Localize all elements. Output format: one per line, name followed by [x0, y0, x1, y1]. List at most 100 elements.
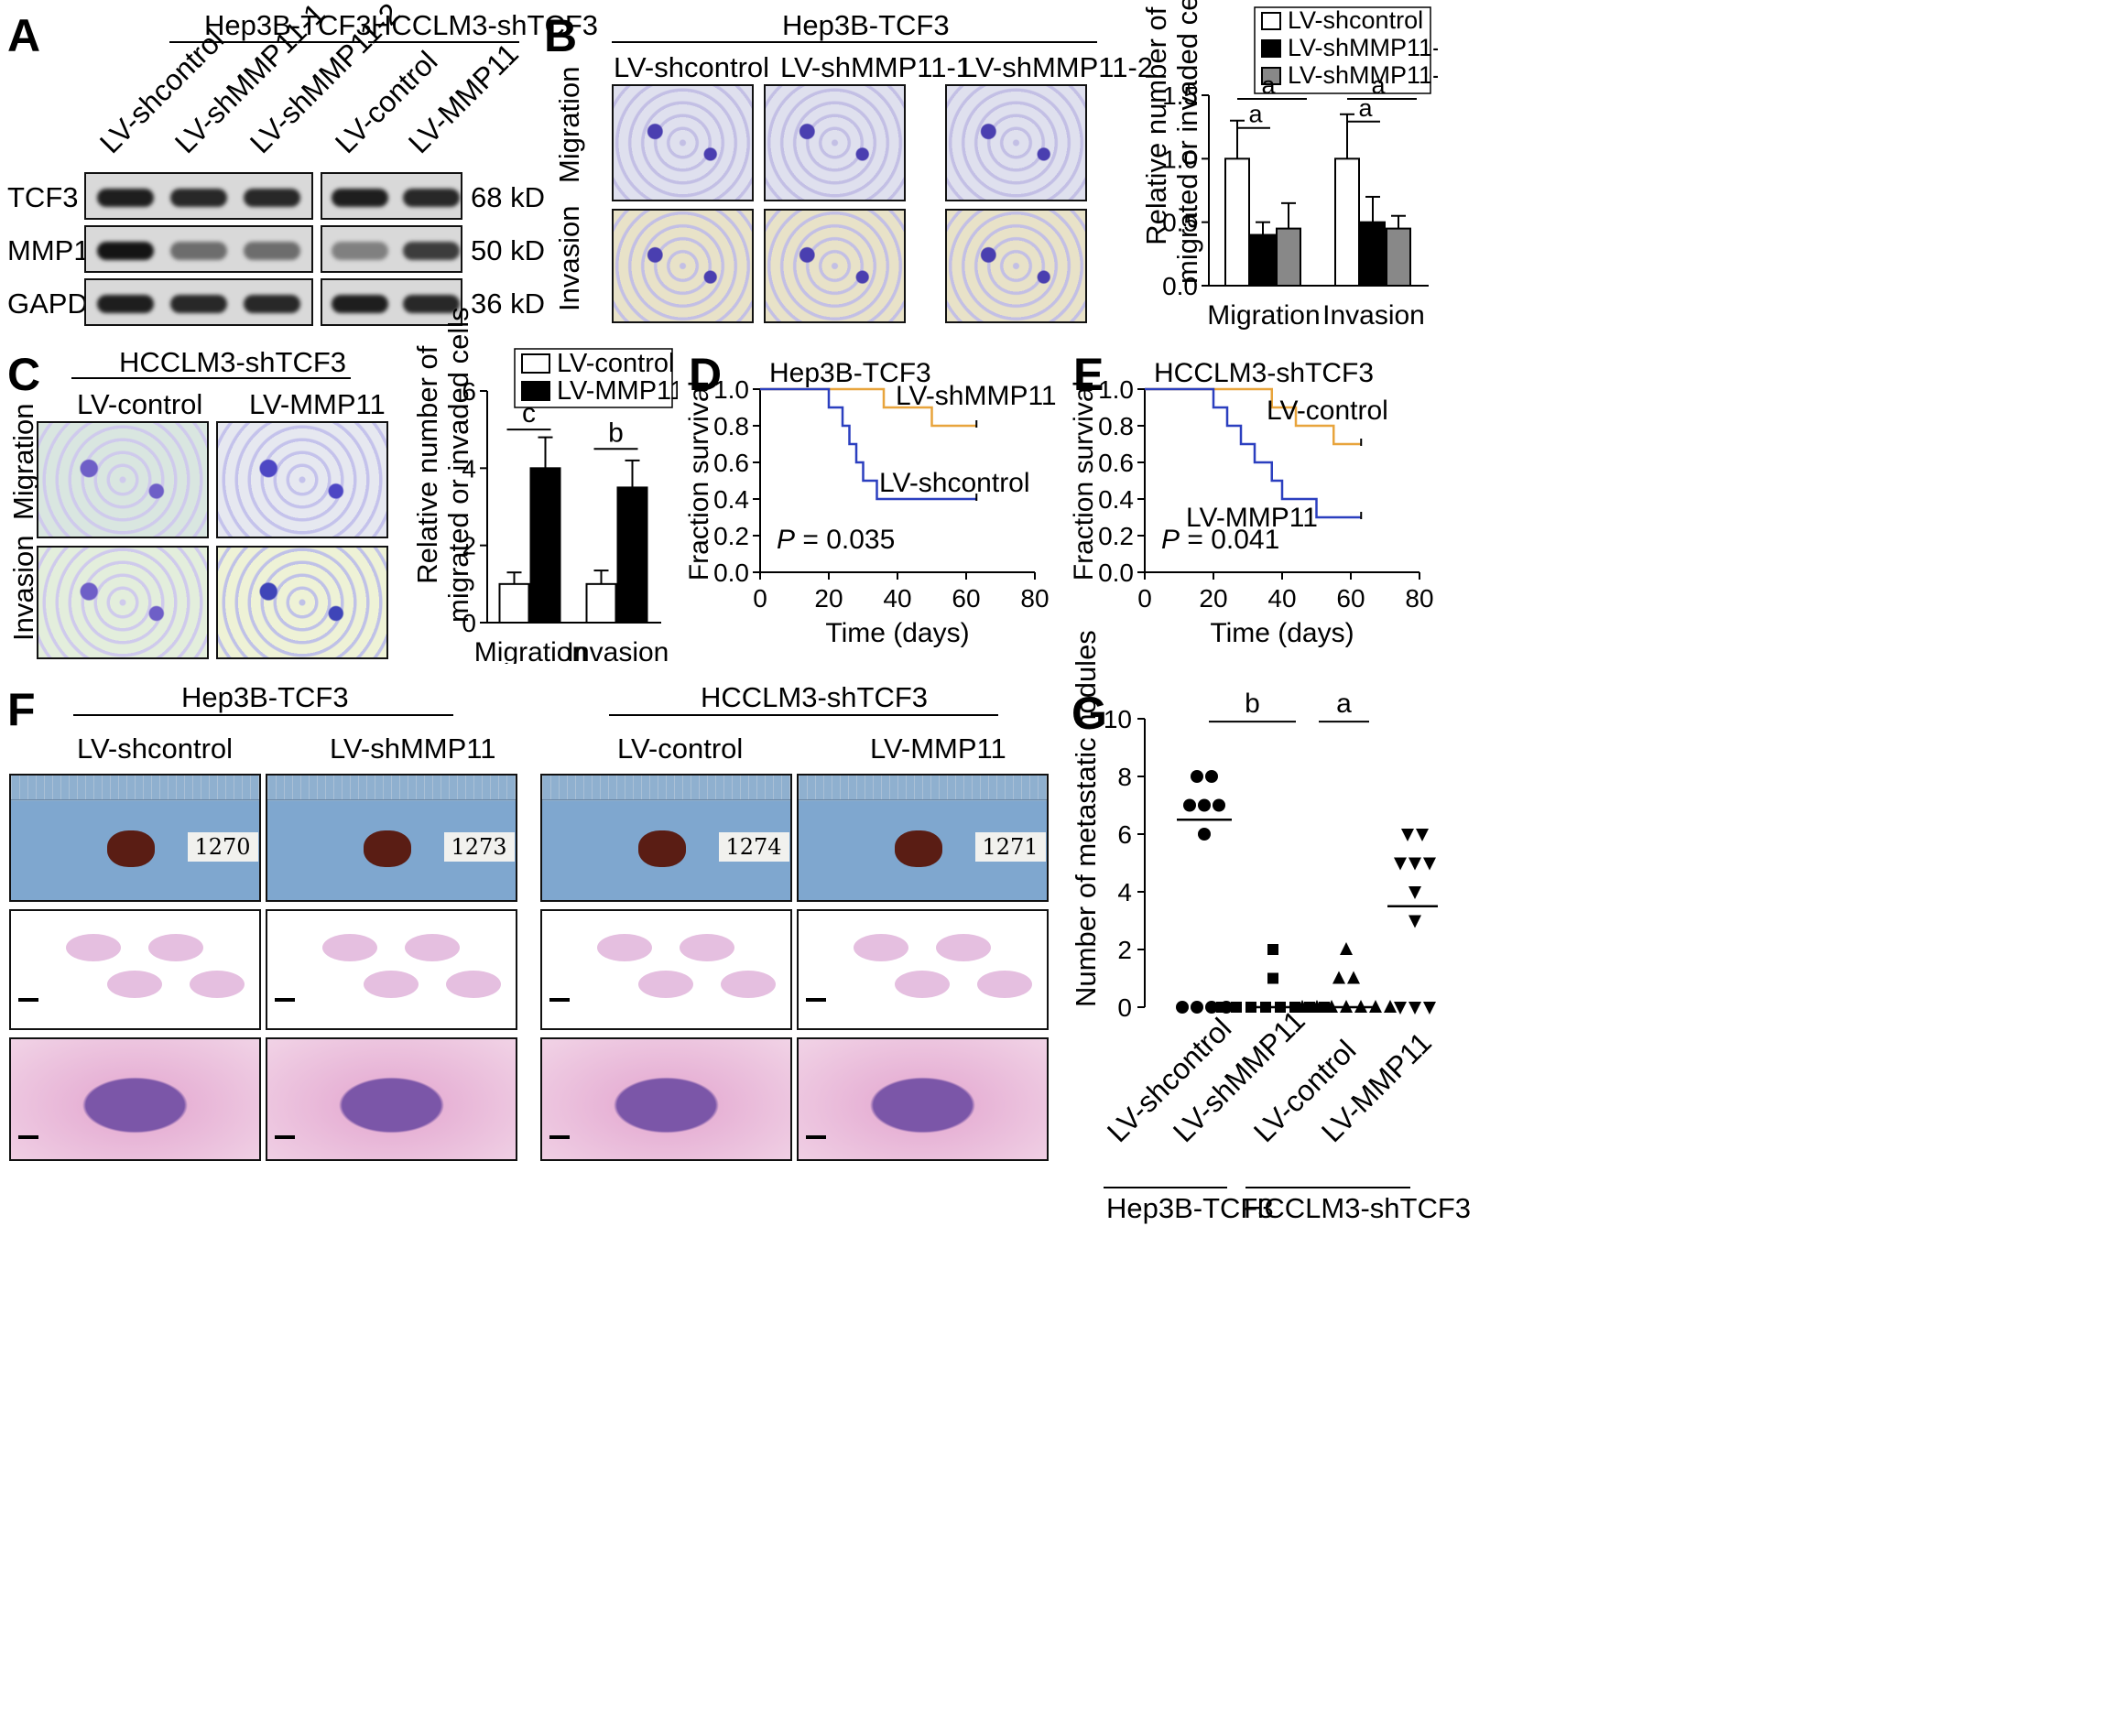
- blot-band: [170, 242, 227, 260]
- x-tick-label: 60: [952, 584, 980, 613]
- blot-box: [321, 225, 462, 273]
- bar: [1386, 227, 1411, 288]
- y-axis-label: Number of metastatic nodules: [1070, 630, 1102, 1007]
- y-tick-label: 1.5: [1162, 81, 1198, 110]
- mw-label: 68 kD: [471, 181, 545, 213]
- lane-label: LV-MMP11: [870, 732, 1006, 765]
- y-tick-label: 0: [462, 609, 476, 637]
- specimen-tag: 1274: [718, 832, 789, 862]
- lung-specimen: [637, 830, 686, 867]
- p-number: = 0.041: [1180, 525, 1279, 555]
- y-tick-label: 1.0: [1098, 375, 1134, 404]
- tissue-section: [721, 971, 776, 998]
- he-lowmag-image: [266, 909, 517, 1030]
- bar: [1276, 227, 1301, 288]
- group-label-hep3b: Hep3B-TCF3: [204, 9, 372, 41]
- bar: [616, 486, 648, 624]
- series-label: LV-shcontrol: [879, 468, 1030, 498]
- he-lowmag-image: [797, 909, 1049, 1030]
- sig-label: b: [608, 418, 624, 448]
- y-tick-label: 0.2: [1098, 522, 1134, 550]
- transwell-image: [764, 209, 906, 323]
- x-tick-label: 0: [1137, 584, 1152, 613]
- panel-label-d: D: [689, 349, 723, 400]
- he-highmag-image: [266, 1037, 517, 1161]
- tissue-section: [977, 971, 1032, 998]
- lung-photo: 1274: [540, 774, 792, 902]
- x-tick-label: 20: [814, 584, 843, 613]
- data-point: [1423, 1002, 1436, 1014]
- panel-label-c: C: [7, 349, 41, 400]
- x-tick-label: 80: [1405, 584, 1433, 613]
- x-tick-label: 80: [1020, 584, 1049, 613]
- blot-box: [84, 225, 313, 273]
- transwell-image: [216, 546, 388, 659]
- chart-title: HCCLM3-shTCF3: [1154, 358, 1374, 388]
- sig-label: a: [1248, 101, 1263, 128]
- y-tick-label: 0.8: [713, 412, 749, 440]
- legend-swatch: [1261, 67, 1281, 85]
- y-tick-label: 0.6: [1098, 449, 1134, 477]
- row-label-invasion: Invasion: [7, 535, 39, 641]
- transwell-image: [612, 209, 754, 323]
- data-point: [1340, 942, 1353, 955]
- scale-bar: [275, 1135, 295, 1139]
- row-label-invasion: Invasion: [553, 205, 585, 311]
- bar: [498, 582, 530, 624]
- blot-band: [244, 295, 300, 313]
- series-label: LV-MMP11: [1186, 503, 1318, 533]
- series-label: LV-shMMP11: [896, 381, 1057, 411]
- panel-label-g: G: [1071, 688, 1107, 739]
- group-line: [1104, 1187, 1227, 1188]
- y-tick-label: 0: [1117, 993, 1132, 1022]
- data-point: [1296, 1000, 1309, 1013]
- bar: [1360, 221, 1386, 288]
- y-axis-label: Relative number of migrated or invaded ce…: [1140, 0, 1203, 284]
- panel-label-a: A: [7, 10, 41, 61]
- chart-title: Hep3B-TCF3: [769, 358, 931, 388]
- tissue-section: [446, 971, 501, 998]
- mw-label: 36 kD: [471, 288, 545, 320]
- x-tick-label: 40: [883, 584, 911, 613]
- blot-box: [84, 278, 313, 326]
- lung-specimen: [894, 830, 942, 867]
- blot-band: [332, 242, 388, 260]
- y-tick-label: 8: [1117, 763, 1132, 791]
- y-tick-label: 0.8: [1098, 412, 1134, 440]
- row-label-migration: Migration: [7, 403, 39, 521]
- legend-swatch: [1261, 12, 1281, 30]
- y-axis-label: Fraction survival: [684, 381, 714, 580]
- tissue-section: [66, 934, 121, 961]
- y-tick-label: 1.0: [713, 375, 749, 404]
- y-axis-label: Relative number of migrated or invaded ce…: [411, 307, 474, 623]
- sig-label: b: [1245, 689, 1260, 719]
- data-point: [1409, 915, 1421, 928]
- blot-band: [170, 189, 227, 207]
- km-plot-d: 0.0 0.2 0.4 0.6 0.8 1.0 0 20 40 60 80 Time (days) Fr…: [684, 358, 1057, 648]
- blot-box: [321, 172, 462, 220]
- p-symbol: P: [777, 525, 795, 555]
- scale-bar: [18, 998, 38, 1002]
- blot-band: [97, 242, 154, 260]
- lung-specimen: [106, 830, 155, 867]
- data-point: [1394, 857, 1407, 871]
- km-curve: [1145, 387, 1362, 446]
- scale-bar: [18, 1135, 38, 1139]
- tissue-section: [854, 934, 908, 961]
- data-point: [1416, 829, 1429, 841]
- y-tick-label: 1.0: [1162, 145, 1198, 173]
- legend-label: LV-shcontrol: [1288, 6, 1423, 34]
- y-tick-label: 0.2: [713, 522, 749, 550]
- y-tick-label: 0.6: [713, 449, 749, 477]
- blot-band: [97, 295, 154, 313]
- transwell-image: [37, 546, 209, 659]
- transwell-image: [612, 84, 754, 201]
- x-tick-label: Migration: [474, 637, 587, 664]
- legend-swatch: [1261, 39, 1281, 58]
- legend-box: [514, 348, 673, 408]
- group-label-hcclm3: HCCLM3-shTCF3: [119, 346, 347, 378]
- transwell-image: [945, 84, 1087, 201]
- y-tick-label: 0.0: [1162, 272, 1198, 300]
- data-point: [1216, 1002, 1227, 1013]
